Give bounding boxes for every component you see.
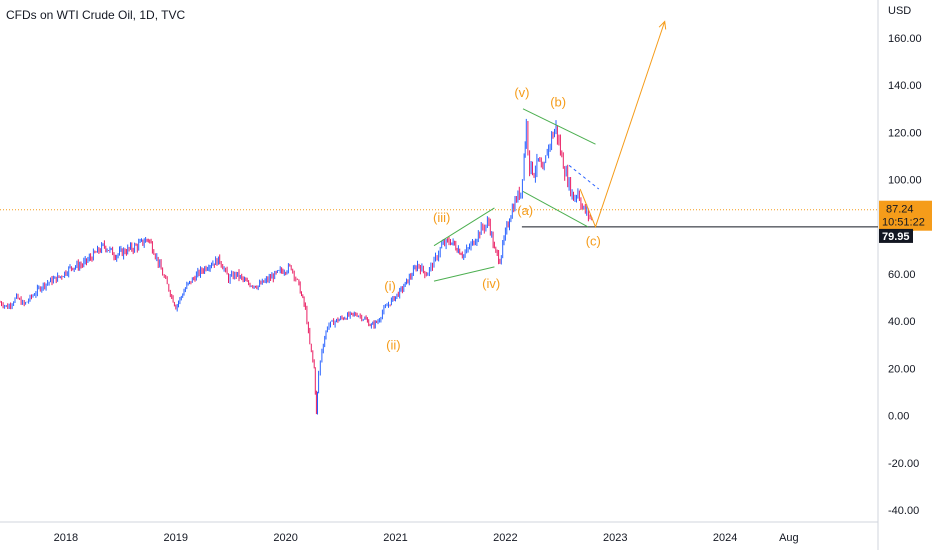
x-tick-label: 2023 xyxy=(603,532,627,544)
dashed-trend-line[interactable] xyxy=(568,165,600,190)
y-tick-label: -20.00 xyxy=(888,458,919,470)
projection-arrowhead xyxy=(658,20,667,30)
chart-title: CFDs on WTI Crude Oil, 1D, TVC xyxy=(6,8,186,22)
y-tick-label: 140.00 xyxy=(888,80,922,92)
y-tick-label: 60.00 xyxy=(888,269,916,281)
x-tick-label: 2018 xyxy=(54,532,78,544)
countdown-label: 10:51:22 xyxy=(882,217,925,229)
line-price-label: 79.95 xyxy=(882,231,910,243)
line-price-tag xyxy=(879,228,913,243)
trend-line[interactable] xyxy=(433,207,495,247)
y-tick-label: 100.00 xyxy=(888,175,922,187)
y-tick-label: 0.00 xyxy=(888,411,909,423)
y-tick-label: 20.00 xyxy=(888,363,916,375)
currency-label: USD xyxy=(888,5,911,17)
projection-path[interactable] xyxy=(579,21,666,229)
x-tick-label: Aug xyxy=(779,532,799,544)
y-tick-label: 160.00 xyxy=(888,33,922,45)
x-tick-label: 2024 xyxy=(713,532,737,544)
wave-label: (iii) xyxy=(433,210,450,225)
trend-line[interactable] xyxy=(522,190,589,228)
y-tick-label: 40.00 xyxy=(888,316,916,328)
current-price-tag xyxy=(879,200,932,231)
x-tick-label: 2020 xyxy=(273,532,297,544)
y-tick-label: -40.00 xyxy=(888,505,919,517)
wave-label: (c) xyxy=(586,234,601,249)
wave-label: (b) xyxy=(550,94,566,109)
wave-label: (ii) xyxy=(386,338,400,353)
trend-line[interactable] xyxy=(522,108,596,145)
trend-line[interactable] xyxy=(433,266,495,282)
wave-label: (iv) xyxy=(482,276,500,291)
wave-label: (a) xyxy=(517,203,533,218)
wave-label: (v) xyxy=(514,85,529,100)
current-price-label: 87.24 xyxy=(886,204,914,216)
y-tick-label: 120.00 xyxy=(888,127,922,139)
x-tick-label: 2021 xyxy=(383,532,407,544)
x-tick-label: 2019 xyxy=(164,532,188,544)
wave-label: (i) xyxy=(384,279,396,294)
x-tick-label: 2022 xyxy=(493,532,517,544)
